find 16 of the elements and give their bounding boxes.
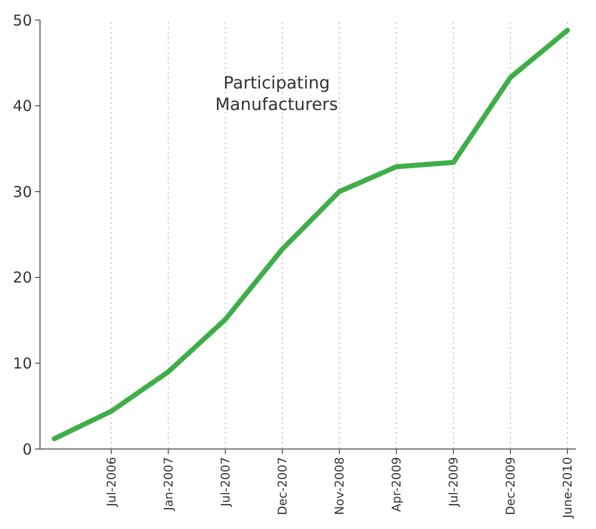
x-tick-label: Jul-2006 xyxy=(104,457,118,508)
x-tick-label: Dec-2009 xyxy=(503,457,518,516)
x-tick-label: Jul-2007 xyxy=(218,457,232,508)
y-tick-label: 20 xyxy=(12,268,32,287)
x-tick-label: Apr-2009 xyxy=(389,457,404,512)
x-tick-label: Dec-2007 xyxy=(275,457,290,516)
y-tick-label: 50 xyxy=(12,11,32,30)
y-tick-label: 40 xyxy=(12,97,32,116)
text: Participating Manufacturers xyxy=(215,74,338,115)
x-tick-label: June-2010 xyxy=(560,457,574,520)
y-tick-label: 10 xyxy=(12,354,32,372)
y-tick-label: 0 xyxy=(22,440,32,458)
y-tick-label: 30 xyxy=(12,182,32,201)
x-tick-label: Jul-2009 xyxy=(446,457,460,508)
x-tick-label: Nov-2008 xyxy=(332,457,346,515)
x-tick-label: Jan-2007 xyxy=(161,457,176,512)
